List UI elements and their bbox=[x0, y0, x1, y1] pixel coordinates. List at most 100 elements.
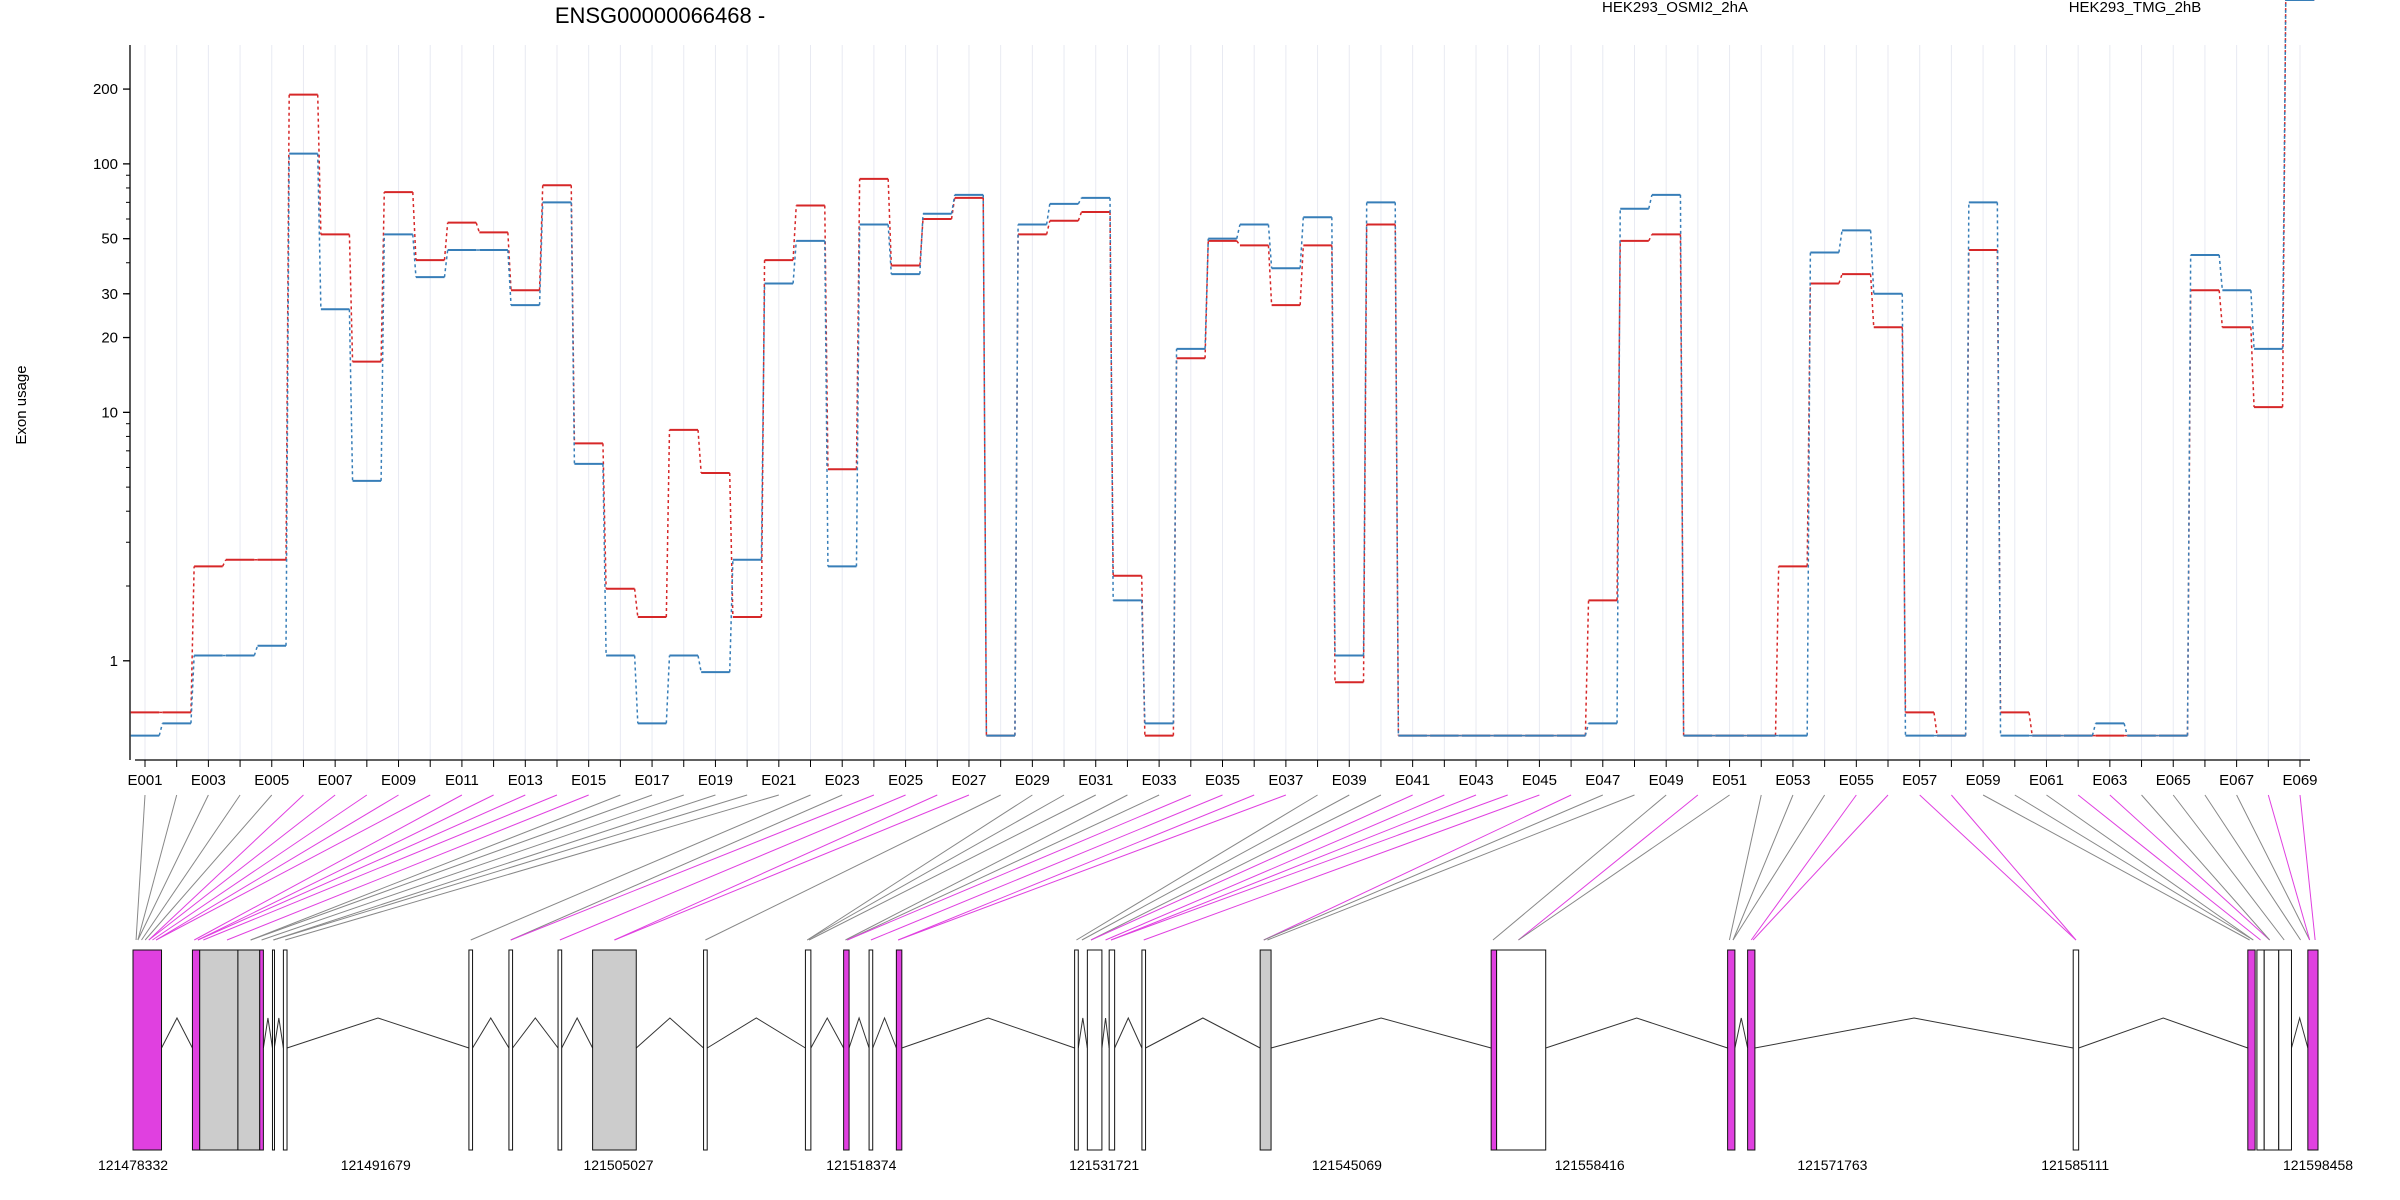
x-tick-label: E009 bbox=[381, 772, 416, 789]
connector-E051 bbox=[1518, 794, 1730, 941]
x-tick-label: E017 bbox=[635, 772, 670, 789]
series-join bbox=[1236, 224, 1241, 239]
connector-E028 bbox=[705, 794, 1001, 941]
connector-E007 bbox=[148, 794, 336, 941]
connector-E048 bbox=[1267, 794, 1635, 941]
x-tick-label: E021 bbox=[761, 772, 796, 789]
intron bbox=[872, 1016, 897, 1049]
series-join bbox=[412, 192, 417, 261]
connector-E019 bbox=[273, 794, 716, 941]
series-join bbox=[348, 309, 354, 481]
connector-E035 bbox=[870, 794, 1223, 941]
x-tick-label: E031 bbox=[1078, 772, 1113, 789]
gene-exon bbox=[271, 949, 275, 1151]
connector-E018 bbox=[261, 794, 684, 941]
series-join bbox=[570, 202, 576, 464]
gene-exon bbox=[703, 949, 708, 1151]
x-tick-label: E049 bbox=[1649, 772, 1684, 789]
series-join bbox=[1838, 273, 1843, 284]
series-join bbox=[919, 213, 924, 275]
connector-E005 bbox=[144, 794, 273, 941]
gene-exon bbox=[2263, 949, 2280, 1151]
series-join bbox=[1299, 217, 1305, 269]
series-join bbox=[1584, 600, 1590, 736]
genomic-tick-label: 121545069 bbox=[1312, 1157, 1382, 1173]
axes: 1 10 20 30 50 100 200 E001 E003 E005 E007 E009 E011 E… bbox=[93, 45, 2318, 789]
x-tick-label: E051 bbox=[1712, 772, 1747, 789]
x-tick-label: E001 bbox=[127, 772, 162, 789]
gene-exon bbox=[592, 949, 637, 1151]
gene-exon bbox=[868, 949, 874, 1151]
gene-exon bbox=[508, 949, 514, 1151]
series-join bbox=[1045, 220, 1051, 235]
series-join bbox=[919, 218, 924, 266]
series-join bbox=[2250, 327, 2255, 408]
intron bbox=[1145, 1017, 1261, 1049]
y-tick-label: 1 bbox=[110, 653, 118, 670]
genomic-tick-label: 121571763 bbox=[1797, 1157, 1867, 1173]
x-tick-label: E033 bbox=[1142, 772, 1177, 789]
x-tick-label: E011 bbox=[445, 772, 479, 789]
x-tick-label: E005 bbox=[254, 772, 289, 789]
connector-E052 bbox=[1728, 794, 1762, 941]
connector-E059 bbox=[1982, 794, 2250, 941]
connector-E020 bbox=[273, 794, 748, 941]
series-join bbox=[1362, 224, 1368, 683]
genomic-tick-label: 121478332 bbox=[98, 1157, 168, 1173]
series-join bbox=[538, 202, 544, 306]
intron bbox=[1114, 1016, 1143, 1049]
series-join bbox=[1933, 712, 1938, 736]
y-tick-label: 200 bbox=[93, 81, 118, 98]
genomic-tick-label: 121518374 bbox=[826, 1157, 896, 1173]
connector-E015 bbox=[226, 794, 589, 941]
series-join bbox=[728, 559, 734, 673]
connector-E056 bbox=[1752, 794, 1889, 941]
connector-E026 bbox=[614, 794, 938, 941]
series-join bbox=[2250, 290, 2255, 349]
genomic-tick-label: 121531721 bbox=[1069, 1157, 1139, 1173]
series-join bbox=[1140, 600, 1146, 724]
connector-E065 bbox=[2172, 794, 2285, 941]
genomic-tick-label: 121558416 bbox=[1555, 1157, 1625, 1173]
connector-E004 bbox=[141, 794, 241, 941]
vertical-grid bbox=[144, 45, 2301, 760]
series-join bbox=[2123, 723, 2129, 736]
series-join bbox=[887, 178, 893, 266]
series-join bbox=[380, 192, 386, 362]
x-tick-label: E067 bbox=[2219, 772, 2254, 789]
x-tick-label: E041 bbox=[1395, 772, 1430, 789]
series-join bbox=[1648, 234, 1653, 242]
connector-E040 bbox=[1090, 794, 1382, 941]
gene-exon bbox=[1086, 949, 1103, 1151]
genomic-tick-label: 121598458 bbox=[2283, 1157, 2353, 1173]
gene-exon bbox=[1141, 949, 1147, 1151]
series-join bbox=[190, 566, 195, 713]
connector-E003 bbox=[137, 794, 209, 941]
x-tick-label: E035 bbox=[1205, 772, 1240, 789]
connector-E049 bbox=[1492, 794, 1667, 941]
intron bbox=[901, 1017, 1075, 1049]
series-join bbox=[1299, 245, 1305, 306]
connector-E050 bbox=[1518, 794, 1699, 941]
series-join bbox=[824, 240, 829, 567]
x-tick-label: E045 bbox=[1522, 772, 1557, 789]
x-tick-label: E037 bbox=[1268, 772, 1303, 789]
x-tick-label: E013 bbox=[508, 772, 543, 789]
series-join bbox=[1236, 240, 1241, 246]
connector-E047 bbox=[1263, 794, 1603, 941]
legend-series-b: HEK293_TMG_2hB bbox=[2069, 0, 2202, 16]
connector-E010 bbox=[155, 794, 431, 941]
intron bbox=[273, 1017, 284, 1049]
y-tick-label: 30 bbox=[101, 286, 118, 303]
series-join bbox=[1964, 202, 1970, 736]
gene-exon bbox=[843, 949, 850, 1151]
gene-exon bbox=[804, 949, 812, 1151]
x-tick-label: E047 bbox=[1585, 772, 1620, 789]
series-join bbox=[1172, 348, 1178, 724]
connector-E025 bbox=[559, 794, 906, 941]
series-join bbox=[602, 443, 607, 589]
connector-E034 bbox=[847, 794, 1192, 941]
intron bbox=[262, 1017, 273, 1049]
series-join bbox=[570, 185, 576, 444]
legend-series-a: HEK293_OSMI2_2hA bbox=[1602, 0, 1748, 16]
